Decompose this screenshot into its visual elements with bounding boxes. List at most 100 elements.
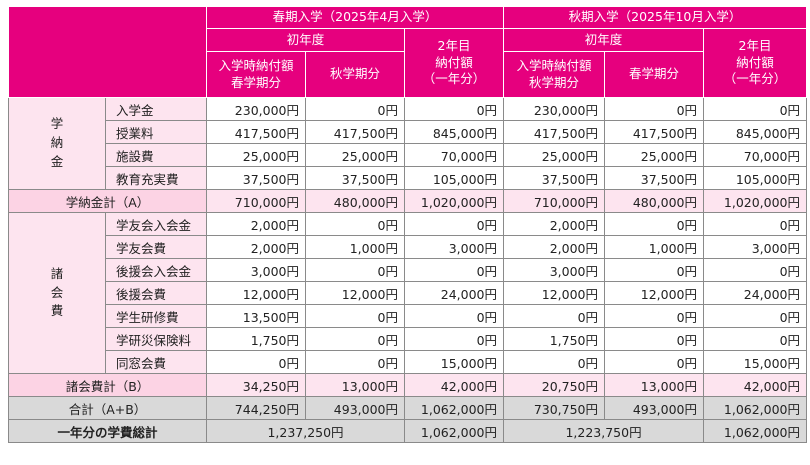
amount-cell: 1,020,000円 <box>703 189 808 213</box>
row-label: 教育充実費 <box>105 166 207 190</box>
amount-cell: 480,000円 <box>305 189 405 213</box>
table-row: 学研災保険料 1,750円 0円 0円 1,750円 0円 0円 <box>9 327 808 351</box>
col-line1: 入学時納付額 <box>218 57 294 73</box>
amount-cell: 493,000円 <box>305 396 405 420</box>
amount-cell: 42,000円 <box>403 373 505 397</box>
group-char: 費 <box>50 303 64 319</box>
spring-autumn-term-header: 秋学期分 <box>305 51 405 98</box>
table-row: 教育充実費 37,500円 37,500円 105,000円 37,500円 37,500… <box>9 166 808 190</box>
second-year-line3: （一年分） <box>422 71 486 87</box>
amount-cell: 1,750円 <box>206 327 306 351</box>
amount-cell: 0円 <box>604 304 705 328</box>
amount-cell: 42,000円 <box>703 373 808 397</box>
table-row: 学友会費 2,000円 1,000円 3,000円 2,000円 1,000円 3,000円 <box>9 235 808 259</box>
subtotal-row: 学納金計（A） 710,000円 480,000円 1,020,000円 710,000… <box>8 189 808 213</box>
amount-cell: 0円 <box>703 212 808 236</box>
amount-cell: 417,500円 <box>503 120 606 144</box>
amount-cell: 37,500円 <box>206 166 306 190</box>
amount-cell: 0円 <box>403 304 505 328</box>
table-row: 諸会費学友会入会金 2,000円 0円 0円 2,000円 0円 0円 <box>8 212 808 374</box>
row-label: 同窓会費 <box>105 350 207 374</box>
amount-cell: 417,500円 <box>604 120 705 144</box>
table-row: 後援会入会金 3,000円 0円 0円 3,000円 0円 0円 <box>9 258 808 282</box>
amount-cell: 710,000円 <box>503 189 606 213</box>
amount-cell: 20,750円 <box>503 373 606 397</box>
amount-cell: 493,000円 <box>604 396 705 420</box>
amount-cell: 3,000円 <box>703 235 808 259</box>
spring-second-year-header: 2年目 納付額 （一年分） <box>403 28 505 98</box>
amount-cell: 0円 <box>206 350 306 374</box>
amount-cell: 12,000円 <box>604 281 705 305</box>
row-label: 学友会費 <box>105 235 207 259</box>
second-year-line2: 納付額 <box>736 54 774 70</box>
fees-group-label: 諸会費 <box>8 212 106 374</box>
annual-total-row: 一年分の学費総計 1,237,250円 1,062,000円 1,223,750円 1,… <box>8 419 808 443</box>
amount-cell: 1,062,000円 <box>703 396 808 420</box>
amount-cell: 0円 <box>305 327 405 351</box>
amount-cell: 0円 <box>604 350 705 374</box>
spring-second-year-total: 1,062,000円 <box>403 419 505 443</box>
table-row: 学生研修費 13,500円 0円 0円 0円 0円 0円 <box>9 304 808 328</box>
amount-cell: 480,000円 <box>604 189 705 213</box>
col-line1: 入学時納付額 <box>516 57 592 73</box>
amount-cell: 417,500円 <box>305 120 405 144</box>
amount-cell: 13,000円 <box>305 373 405 397</box>
amount-cell: 1,000円 <box>305 235 405 259</box>
amount-cell: 0円 <box>604 258 705 282</box>
amount-cell: 15,000円 <box>703 350 808 374</box>
amount-cell: 710,000円 <box>206 189 306 213</box>
amount-cell: 730,750円 <box>503 396 606 420</box>
amount-cell: 0円 <box>305 212 405 236</box>
row-label: 学友会入会金 <box>105 212 207 236</box>
table-row: 施設費 25,000円 25,000円 70,000円 25,000円 25,000円 70… <box>9 143 808 167</box>
tuition-group-label: 学納金 <box>8 97 106 190</box>
amount-cell: 24,000円 <box>403 281 505 305</box>
spring-first-year-header: 初年度 <box>206 28 405 52</box>
amount-cell: 0円 <box>503 304 606 328</box>
amount-cell: 0円 <box>604 97 705 121</box>
spring-entry-header: 春期入学（2025年4月入学） <box>205 6 505 29</box>
amount-cell: 105,000円 <box>703 166 808 190</box>
amount-cell: 25,000円 <box>503 143 606 167</box>
amount-cell: 2,000円 <box>206 212 306 236</box>
amount-cell: 2,000円 <box>503 212 606 236</box>
group-char: 金 <box>50 153 64 169</box>
amount-cell: 3,000円 <box>403 235 505 259</box>
second-year-line1: 2年目 <box>437 37 471 53</box>
col-line2: 春学期分 <box>230 74 281 90</box>
group-char: 諸 <box>50 265 64 281</box>
group-char: 会 <box>50 284 64 300</box>
table-row: 学納金入学金 230,000円 0円 0円 230,000円 0円 0円 <box>8 97 808 190</box>
amount-cell: 744,250円 <box>206 396 306 420</box>
table-row: 授業料 417,500円 417,500円 845,000円 417,500円 417,5… <box>9 120 808 144</box>
row-label: 学研災保険料 <box>105 327 207 351</box>
total-label: 合計（A+B） <box>8 396 207 420</box>
spring-entry-payment-header: 入学時納付額 春学期分 <box>206 51 306 98</box>
subtotal-label: 学納金計（A） <box>8 189 207 213</box>
amount-cell: 0円 <box>305 97 405 121</box>
table-row: 同窓会費 0円 0円 15,000円 0円 0円 15,000円 <box>9 350 808 374</box>
amount-cell: 0円 <box>604 212 705 236</box>
amount-cell: 230,000円 <box>503 97 606 121</box>
amount-cell: 0円 <box>403 258 505 282</box>
second-year-line2: 納付額 <box>435 54 473 70</box>
amount-cell: 15,000円 <box>403 350 505 374</box>
amount-cell: 12,000円 <box>206 281 306 305</box>
row-label: 施設費 <box>105 143 207 167</box>
amount-cell: 70,000円 <box>703 143 808 167</box>
amount-cell: 24,000円 <box>703 281 808 305</box>
amount-cell: 417,500円 <box>206 120 306 144</box>
amount-cell: 2,000円 <box>206 235 306 259</box>
amount-cell: 0円 <box>305 350 405 374</box>
amount-cell: 25,000円 <box>305 143 405 167</box>
col-line2: 秋学期分 <box>529 74 580 90</box>
amount-cell: 1,062,000円 <box>403 396 505 420</box>
second-year-line3: （一年分） <box>723 71 787 87</box>
amount-cell: 0円 <box>403 327 505 351</box>
amount-cell: 3,000円 <box>503 258 606 282</box>
autumn-second-year-total: 1,062,000円 <box>703 419 808 443</box>
amount-cell: 0円 <box>403 212 505 236</box>
autumn-first-year-total: 1,223,750円 <box>503 419 705 443</box>
autumn-first-year-header: 初年度 <box>503 28 705 52</box>
second-year-line1: 2年目 <box>738 37 772 53</box>
